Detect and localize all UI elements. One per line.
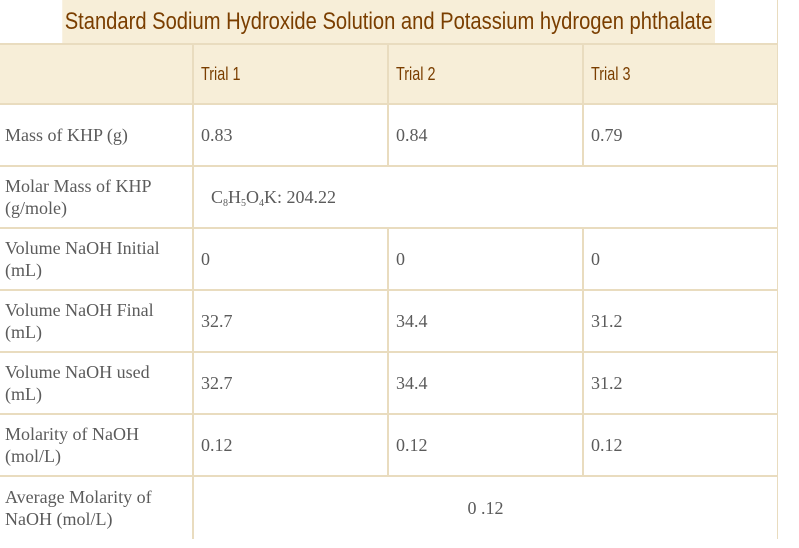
row-average-molarity: Average Molarity of NaOH (mol/L) 0 .12 <box>0 475 778 539</box>
row-label: Molarity of NaOH (mol/L) <box>0 413 194 477</box>
khp-formula-cell: C8H5O4K: 204.22 <box>191 165 778 229</box>
cell-trial-2: 0.12 <box>387 413 584 477</box>
row-label: Mass of KHP (g) <box>0 103 194 167</box>
header-trial-2-label: Trial 2 <box>396 63 436 84</box>
formula-o-sub: 4 <box>259 198 265 209</box>
formula-c: C <box>211 187 224 207</box>
header-trial-2: Trial 2 <box>387 43 584 105</box>
data-table-container: Standard Sodium Hydroxide Solution and P… <box>0 0 778 539</box>
row-vol-used: Volume NaOH used (mL) 32.7 34.4 31.2 <box>0 351 778 415</box>
row-mass-khp: Mass of KHP (g) 0.83 0.84 0.79 <box>0 103 778 167</box>
formula-o: O <box>246 187 260 207</box>
row-label: Volume NaOH used (mL) <box>0 351 194 415</box>
row-vol-initial: Volume NaOH Initial (mL) 0 0 0 <box>0 227 778 291</box>
row-label: Average Molarity of NaOH (mol/L) <box>0 475 194 539</box>
cell-trial-1: 32.7 <box>192 289 389 353</box>
cell-trial-1: 0 <box>192 227 389 291</box>
table-caption-row: Standard Sodium Hydroxide Solution and P… <box>0 0 778 45</box>
header-trial-1-label: Trial 1 <box>201 63 241 84</box>
cell-trial-1: 0.12 <box>192 413 389 477</box>
cell-trial-3: 0 <box>581 227 778 291</box>
cell-trial-3: 0.12 <box>581 413 778 477</box>
header-trial-3: Trial 3 <box>581 43 778 105</box>
cell-trial-3: 31.2 <box>581 351 778 415</box>
formula-rest: K: 204.22 <box>264 187 337 207</box>
row-label: Volume NaOH Initial (mL) <box>0 227 194 291</box>
header-trial-1: Trial 1 <box>192 43 389 105</box>
cell-trial-3: 31.2 <box>581 289 778 353</box>
average-molarity-value: 0 .12 <box>191 475 778 539</box>
cell-trial-2: 0 <box>387 227 584 291</box>
formula-h: H <box>228 187 242 207</box>
cell-trial-1: 32.7 <box>192 351 389 415</box>
row-vol-final: Volume NaOH Final (mL) 32.7 34.4 31.2 <box>0 289 778 353</box>
formula-c-sub: 8 <box>223 198 229 209</box>
row-molarity: Molarity of NaOH (mol/L) 0.12 0.12 0.12 <box>0 413 778 477</box>
header-trial-3-label: Trial 3 <box>591 63 631 84</box>
cell-trial-2: 0.84 <box>387 103 584 167</box>
row-label: Volume NaOH Final (mL) <box>0 289 194 353</box>
row-molar-mass: Molar Mass of KHP (g/mole) C8H5O4K: 204.… <box>0 165 778 229</box>
cell-trial-3: 0.79 <box>581 103 778 167</box>
cell-trial-2: 34.4 <box>387 351 584 415</box>
khp-titration-table: Standard Sodium Hydroxide Solution and P… <box>0 0 778 539</box>
table-header-row: Trial 1 Trial 2 Trial 3 <box>0 43 778 105</box>
row-label: Molar Mass of KHP (g/mole) <box>0 165 194 229</box>
cell-trial-1: 0.83 <box>192 103 389 167</box>
table-caption: Standard Sodium Hydroxide Solution and P… <box>62 0 717 45</box>
cell-trial-2: 34.4 <box>387 289 584 353</box>
header-empty <box>0 43 194 105</box>
formula-h-sub: 5 <box>241 198 247 209</box>
